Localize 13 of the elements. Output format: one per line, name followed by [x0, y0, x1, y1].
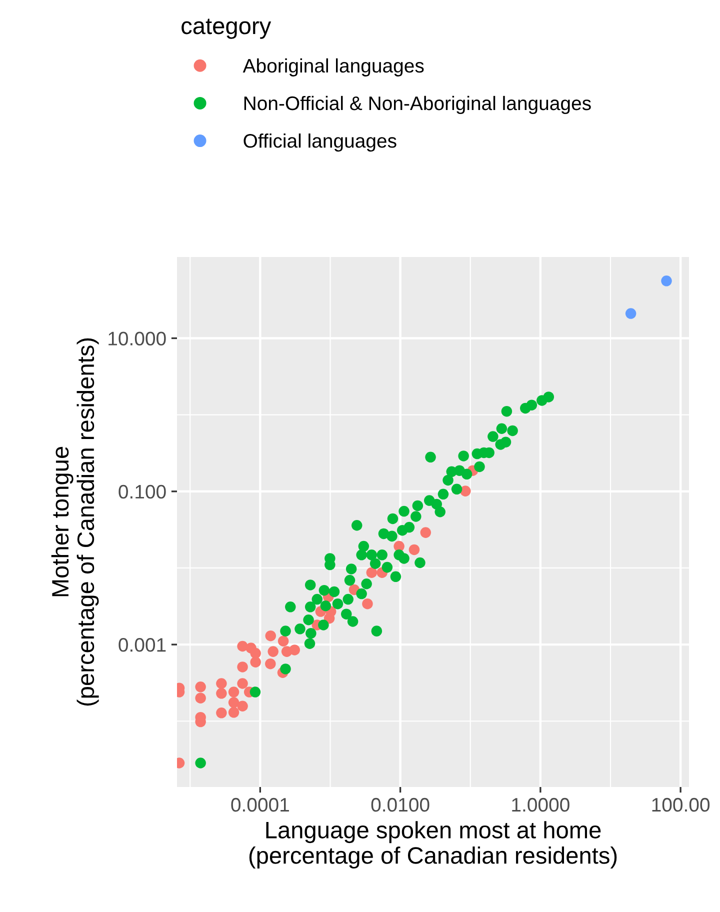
x-tick-label: 1.0000	[512, 798, 570, 812]
x-tick-label: 0.0001	[231, 798, 289, 812]
y-axis-title: Mother tongue (percentage of Canadian residents)	[51, 338, 99, 706]
x-axis-title: Language spoken most at home (percentage of Canadian residents)	[249, 821, 617, 869]
legend-title: category	[182, 18, 272, 39]
legend-label: Official languages	[244, 133, 396, 152]
x-tick-label: 0.0100	[371, 798, 430, 812]
legend-label: Aboriginal languages	[242, 58, 424, 76]
y-tick-label: 0.100	[118, 484, 166, 499]
y-tick-label: 0.001	[118, 638, 166, 652]
legend-label: Non-Official & Non-Aboriginal languages	[244, 96, 591, 114]
y-tick-label: 10.000	[108, 332, 166, 346]
x-tick-label: 100.00	[652, 798, 710, 812]
